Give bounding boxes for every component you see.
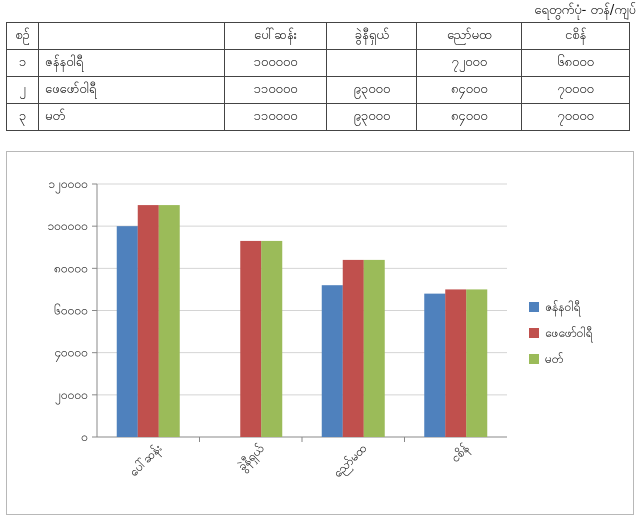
bar	[342, 259, 364, 437]
x-tick-label: ငစိန်	[447, 441, 474, 468]
y-tick-label: ၄၀၀၀၀	[54, 346, 88, 363]
legend-label: မတ်	[545, 351, 564, 366]
table-cell: ၂	[6, 76, 39, 104]
header-cell: ပေါ်ဆန်း	[223, 22, 328, 50]
table-cell: ၁၀၀၀၀၀	[223, 49, 328, 77]
bar	[116, 226, 138, 437]
bar	[137, 205, 159, 437]
table-cell: ၉၃၀၀၀	[326, 76, 418, 104]
y-tick-label: ၁၀၀၀၀၀	[48, 219, 89, 233]
table-cell: ၇၀၀၀၀	[521, 76, 630, 104]
table-cell: ၇၀၀၀၀	[521, 103, 630, 131]
legend-swatch	[529, 302, 539, 312]
table-header-row: စဉ် ပေါ်ဆန်း ခွဲနီရှယ် ညော်မထ ငစိန်	[6, 22, 630, 50]
bar	[158, 205, 180, 437]
legend-swatch	[529, 328, 539, 338]
legend-swatch	[529, 354, 539, 364]
bar	[321, 285, 343, 437]
legend-label: ဇန်နဝါရီ	[545, 299, 580, 317]
table-cell: မတ်	[37, 103, 225, 131]
x-tick-label: ခွဲနီရှယ်	[234, 441, 269, 476]
header-cell: ညော်မထ	[416, 22, 523, 50]
bar	[424, 293, 446, 437]
y-tick-label: ၈၀၀၀၀	[54, 261, 88, 275]
table-row: ၂ ဖေဖော်ဝါရီ ၁၁၀၀၀၀ ၉၃၀၀၀ ၈၄၀၀၀ ၇၀၀၀၀	[6, 76, 630, 104]
table-cell: ဇန်နဝါရီ	[37, 49, 225, 77]
bar	[261, 240, 283, 437]
x-tick-label: ညော်မထ	[330, 441, 372, 483]
header-cell: စဉ်	[6, 22, 39, 50]
bar	[466, 289, 488, 437]
bar	[363, 259, 385, 437]
data-table: စဉ် ပေါ်ဆန်း ခွဲနီရှယ် ညော်မထ ငစိန် ၁ ဇန…	[6, 22, 630, 131]
table-cell: ၉၃၀၀၀	[326, 103, 418, 131]
x-tick-label: ပေါ်ဆန်း	[126, 441, 167, 482]
table-cell: ၁	[6, 49, 39, 77]
table-cell: ၁၁၀၀၀၀	[223, 76, 328, 104]
chart-frame: ၀ ၂၀၀၀၀ ၄၀၀၀၀ ၆၀၀၀၀ ၈၀၀၀၀ ၁၀၀၀၀၀ ၁၂၀၀၀၀ပေါ်ဆန်…	[6, 151, 634, 515]
bar-chart: ၀ ၂၀၀၀၀ ၄၀၀၀၀ ၆၀၀၀၀ ၈၀၀၀၀ ၁၀၀၀၀၀ ၁၂၀၀၀၀ပေါ်ဆန်…	[48, 177, 593, 483]
unit-label: ရေတွက်ပုံ- တန်/ကျပ်	[534, 3, 636, 18]
table-cell: ၇၂၀၀၀	[416, 49, 523, 77]
table-cell: ၃	[6, 103, 39, 131]
table-cell: ၁၁၀၀၀၀	[223, 103, 328, 131]
header-cell	[37, 22, 225, 50]
y-tick-label: ၆၀၀၀၀	[54, 303, 88, 318]
header-cell: ခွဲနီရှယ်	[326, 22, 418, 50]
table-cell	[326, 49, 418, 77]
y-tick-label: ၀	[81, 430, 88, 444]
legend-label: ဖေဖော်ဝါရီ	[545, 325, 592, 343]
y-tick-label: ၁၂၀၀၀၀	[48, 177, 88, 194]
table-cell: ဖေဖော်ဝါရီ	[37, 76, 225, 104]
table-row: ၁ ဇန်နဝါရီ ၁၀၀၀၀၀ ၇၂၀၀၀ ၆၈၀၀၀	[6, 49, 630, 77]
bar	[445, 289, 467, 437]
table-row: ၃ မတ် ၁၁၀၀၀၀ ၉၃၀၀၀ ၈၄၀၀၀ ၇၀၀၀၀	[6, 103, 630, 131]
table-cell: ၈၄၀၀၀	[416, 76, 523, 104]
header-cell: ငစိန်	[521, 22, 630, 50]
bar	[240, 240, 262, 437]
y-tick-label: ၂၀၀၀၀	[55, 388, 88, 405]
table-cell: ၈၄၀၀၀	[416, 103, 523, 131]
table-cell: ၆၈၀၀၀	[521, 49, 630, 77]
